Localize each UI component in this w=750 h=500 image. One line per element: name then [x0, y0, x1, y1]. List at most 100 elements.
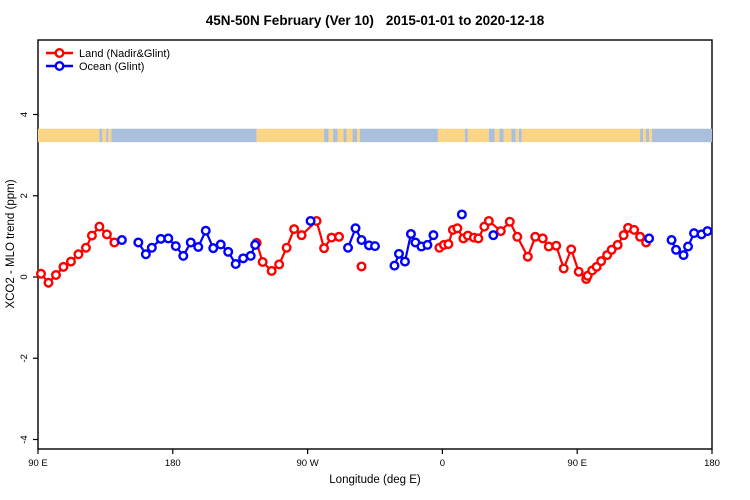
map-strip-segment-ocean: [106, 128, 109, 143]
data-point: [43, 277, 54, 288]
data-point: [405, 228, 416, 239]
data-point: [245, 250, 256, 261]
y-tick-label: 4: [19, 112, 30, 117]
data-point: [629, 224, 640, 235]
data-series: [35, 209, 713, 288]
map-strip-segment-land: [467, 128, 489, 143]
data-point: [215, 239, 226, 250]
map-strip-segment-land: [515, 128, 519, 143]
chart-title: 45N-50N February (Ver 10) 2015-01-01 to 2…: [206, 13, 545, 28]
data-point: [399, 256, 410, 267]
data-point: [473, 233, 484, 244]
y-tick-label: 2: [19, 193, 30, 198]
map-strip-segment-land: [38, 128, 100, 143]
map-strip-segment-land: [256, 128, 325, 143]
legend-item-ocean: Ocean (Glint): [46, 61, 144, 73]
map-strip-segment-land: [503, 128, 512, 143]
map-strip-segment-ocean: [646, 128, 650, 143]
map-strip-segment-ocean: [652, 128, 712, 143]
map-strip-segment-land: [328, 128, 334, 143]
data-point: [208, 243, 219, 254]
data-point: [350, 223, 361, 234]
data-point: [257, 256, 268, 267]
map-strip-segment-ocean: [488, 128, 495, 143]
data-point: [618, 230, 629, 241]
map-strip-segment-ocean: [324, 128, 329, 143]
data-point: [101, 229, 112, 240]
data-point: [289, 224, 300, 235]
x-tick-label: 90 E: [567, 458, 587, 469]
map-strip-segment-ocean: [360, 128, 438, 143]
data-point: [422, 239, 433, 250]
data-point: [133, 237, 144, 248]
data-point: [65, 256, 76, 267]
data-point: [35, 268, 46, 279]
map-strip-segment-ocean: [99, 128, 103, 143]
data-point: [551, 240, 562, 251]
data-point: [495, 226, 506, 237]
map-strip-segment-ocean: [464, 128, 468, 143]
data-point: [452, 223, 463, 234]
chart-title-range: 45N-50N February (Ver 10): [206, 13, 374, 28]
map-strip-segment-ocean: [333, 128, 338, 143]
y-tick-label: -2: [19, 354, 30, 362]
data-point: [573, 266, 584, 277]
map-strip-segment-land: [337, 128, 344, 143]
map-strip-segment-ocean: [518, 128, 522, 143]
data-point: [483, 215, 494, 226]
data-point: [200, 225, 211, 236]
data-point: [512, 231, 523, 242]
legend-land-label: Land (Nadir&Glint): [79, 48, 170, 60]
data-point: [185, 237, 196, 248]
data-point: [193, 241, 204, 252]
map-strip-segment-land: [521, 128, 641, 143]
data-point: [606, 244, 617, 255]
map-strip-segment-land: [108, 128, 112, 143]
axis-ticks: 90 E 180 90 W 0 90 E 180 -4 -2 0 2 4: [19, 112, 720, 469]
data-point: [356, 235, 367, 246]
data-point: [343, 242, 354, 253]
x-tick-label: 90 W: [297, 458, 319, 469]
data-point: [250, 239, 261, 250]
data-point: [116, 235, 127, 246]
map-strip-segment-land: [102, 128, 107, 143]
data-point: [671, 244, 682, 255]
data-point: [389, 260, 400, 271]
data-point: [488, 230, 499, 241]
data-point: [146, 242, 157, 253]
data-point: [223, 246, 234, 257]
map-strip-segment-land: [437, 128, 465, 143]
data-point: [683, 241, 694, 252]
map-strip-segment-ocean: [499, 128, 504, 143]
map-strip-segment-land: [346, 128, 353, 143]
data-point: [94, 221, 105, 232]
data-point: [140, 249, 151, 260]
y-tick-label: -4: [19, 435, 30, 443]
data-point: [73, 249, 84, 260]
map-strip-segment-ocean: [511, 128, 516, 143]
data-point: [230, 259, 241, 270]
data-point: [281, 242, 292, 253]
data-point: [666, 235, 677, 246]
data-point: [443, 239, 454, 250]
data-point: [702, 226, 713, 237]
data-point: [170, 241, 181, 252]
legend-land-circle-icon: [54, 48, 65, 59]
data-point: [635, 231, 646, 242]
data-point: [678, 250, 689, 261]
x-tick-label: 90 E: [28, 458, 48, 469]
data-point: [596, 256, 607, 267]
data-point: [566, 244, 577, 255]
data-point: [274, 259, 285, 270]
x-tick-label: 180: [165, 458, 181, 469]
data-point: [456, 209, 467, 220]
map-strip-segment-ocean: [343, 128, 347, 143]
data-point: [305, 215, 316, 226]
map-strip-segment-land: [643, 128, 647, 143]
data-point: [266, 265, 277, 276]
map-strip-segment-land: [649, 128, 653, 143]
data-point: [319, 243, 330, 254]
legend: Land (Nadir&Glint) Ocean (Glint): [46, 48, 170, 73]
data-point: [334, 231, 345, 242]
